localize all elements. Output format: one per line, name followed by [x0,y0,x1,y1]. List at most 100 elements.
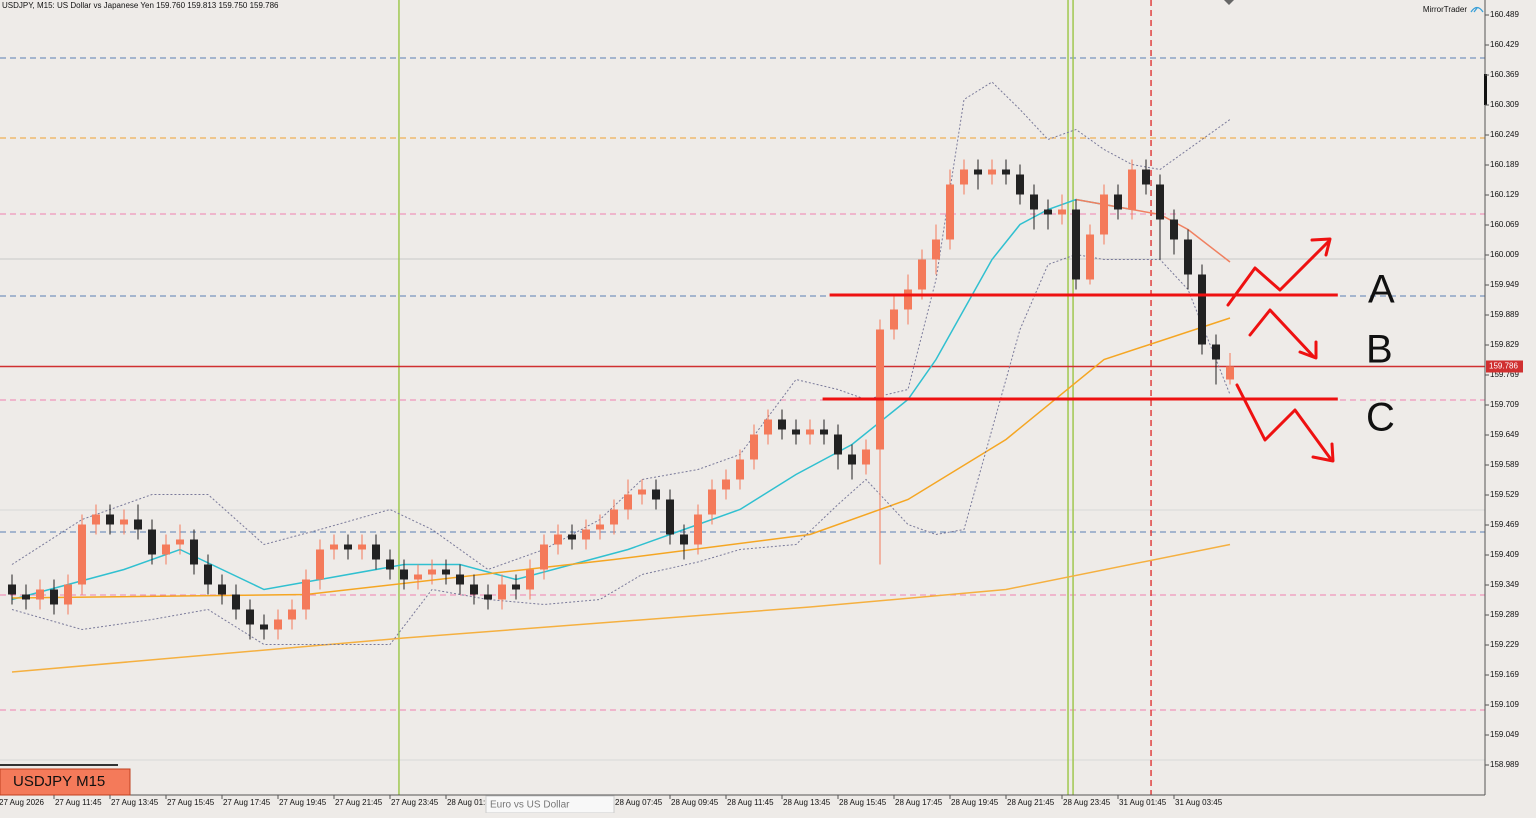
y-tick-label: 160.009 [1490,250,1519,259]
indicator-line [11,317,1231,599]
indicator-line [11,253,1231,645]
candle-body [932,239,941,260]
tooltip-text: Euro vs US Dollar [490,800,570,811]
candle-body [371,544,380,560]
x-tick-label: 27 Aug 15:45 [167,798,215,807]
candle-body [1156,184,1165,220]
candle-body [1086,234,1095,280]
arrow-a [1226,240,1330,307]
candle-body [1002,169,1011,175]
candle-body [624,494,633,510]
y-tick-label: 160.249 [1490,130,1519,139]
x-tick-label: 28 Aug 11:45 [727,798,774,807]
annotation-label: A [1368,268,1395,312]
candle-body [1142,169,1151,185]
shift-marker [1224,0,1234,5]
candle-body [904,289,913,310]
y-tick-label: 160.069 [1490,220,1519,229]
candle-body [946,184,955,240]
chart-header: USDJPY, M15: US Dollar vs Japanese Yen 1… [2,1,279,10]
indicator-line [11,81,1231,571]
y-tick-label: 159.409 [1490,550,1519,559]
y-tick-label: 159.289 [1490,610,1519,619]
candle-body [820,429,829,435]
arrowhead-b [1298,340,1318,360]
y-tick-label: 159.889 [1490,310,1519,319]
candle-body [315,549,324,580]
x-tick-label: 28 Aug 01:45 [447,798,495,807]
candle-body [133,519,142,530]
annotation-label: C [1366,396,1395,440]
candle-body [778,419,787,430]
x-tick-label: 27 Aug 13:45 [111,798,159,807]
x-tick-label: 31 Aug 01:45 [1119,798,1167,807]
y-tick-label: 160.489 [1490,10,1519,19]
candle-body [483,594,492,600]
y-tick-label: 159.049 [1490,730,1519,739]
arrowhead-a [1310,237,1332,257]
candle-body [1170,219,1179,240]
y-tick-label: 160.309 [1490,100,1519,109]
candle-body [1212,344,1221,360]
candle-body [498,584,507,600]
x-tick-label: 27 Aug 11:45 [55,798,102,807]
y-tick-label: 159.469 [1490,520,1519,529]
y-tick-label: 160.369 [1490,70,1519,79]
y-tick-label: 160.429 [1490,40,1519,49]
candle-body [540,544,549,570]
y-tick-label: 159.109 [1490,700,1519,709]
broker-icon [1470,6,1484,13]
candle-body [988,169,997,175]
candle-body [666,499,675,535]
candle-body [1030,194,1039,210]
arrowhead-c [1311,442,1335,463]
x-tick-label: 28 Aug 17:45 [895,798,943,807]
y-tick-label: 159.829 [1490,340,1519,349]
candle-body [960,169,969,185]
candle-body [147,529,156,555]
candle-body [862,449,871,465]
candle-body [918,259,927,290]
symbol-tag-text: USDJPY M15 [13,773,105,790]
y-tick-label: 159.169 [1490,670,1519,679]
candle-body [245,609,254,625]
x-tick-label: 28 Aug 23:45 [1063,798,1111,807]
annotation-arrows [1226,237,1335,463]
candle-body [554,534,563,545]
candle-body [834,434,843,455]
current-price-box [1486,360,1523,373]
candle-body [792,429,801,435]
candle-body [455,574,464,585]
candle-body [638,489,647,495]
candle-body [596,524,605,530]
candle-body [189,539,198,565]
candle-body [7,584,16,595]
candle-body [764,419,773,435]
candle-body [582,529,591,540]
candle-body [974,169,983,175]
candle-body [1114,194,1123,210]
candle-body [722,479,731,490]
candle-body [399,569,408,580]
y-tick-label: 159.769 [1490,370,1519,379]
candle-body [680,534,689,545]
candle-body [91,514,100,525]
candle-body [413,574,422,580]
y-tick-label: 160.189 [1490,160,1519,169]
candle-body [652,489,661,500]
candle-body [217,584,226,595]
x-tick-label: 27 Aug 17:45 [223,798,271,807]
candle-body [1100,194,1109,235]
candle-body [876,329,885,450]
candle-body [848,454,857,465]
x-tick-label: 27 Aug 21:45 [335,798,383,807]
y-tick-label: 159.229 [1490,640,1519,649]
candle-body [385,559,394,570]
y-tick-label: 159.649 [1490,430,1519,439]
candle-body [63,584,72,605]
candle-body [161,544,170,555]
candle-body [1184,239,1193,275]
x-tick-label: 28 Aug 19:45 [951,798,999,807]
